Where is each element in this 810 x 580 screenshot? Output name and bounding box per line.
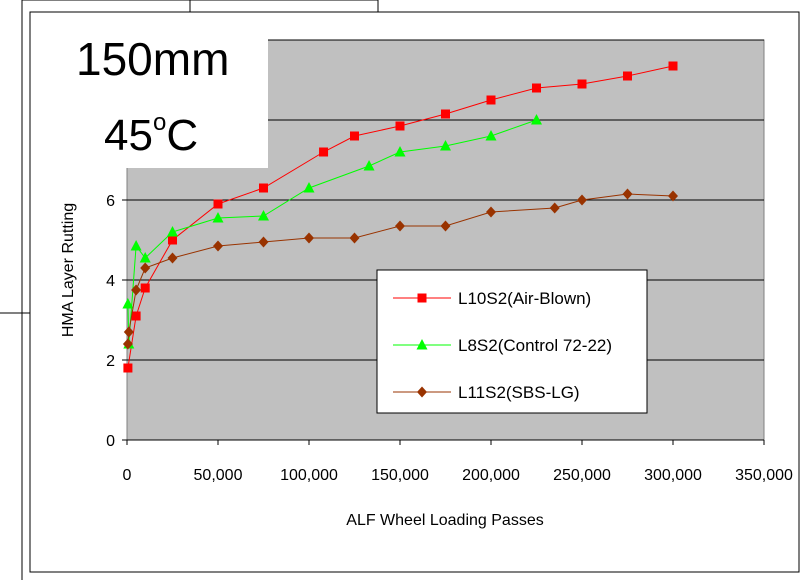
legend-label-2: L11S2(SBS-LG) bbox=[458, 383, 580, 402]
data-point-2-4 bbox=[167, 252, 178, 264]
data-point-0-9 bbox=[441, 109, 450, 119]
legend-entries: L10S2(Air-Blown) L8S2(Control 72-22) L11S2… bbox=[393, 289, 612, 402]
series-0 bbox=[123, 61, 678, 373]
x-tick-label-6: 300,000 bbox=[644, 467, 702, 484]
degree-symbol: o bbox=[152, 109, 167, 137]
legend-label-0: L10S2(Air-Blown) bbox=[458, 289, 591, 308]
data-point-0-12 bbox=[577, 79, 587, 89]
legend-label-1: L8S2(Control 72-22) bbox=[458, 336, 612, 355]
data-point-0-14 bbox=[668, 61, 678, 71]
data-point-0-5 bbox=[259, 183, 268, 193]
x-tick-label-0: 0 bbox=[123, 467, 132, 484]
data-point-0-8 bbox=[395, 121, 405, 131]
legend-marker-2 bbox=[417, 386, 427, 398]
data-point-1-6 bbox=[258, 210, 269, 221]
temperature-value: 45 bbox=[104, 111, 153, 160]
data-point-1-3 bbox=[139, 252, 151, 263]
data-point-0-7 bbox=[350, 131, 359, 141]
temperature-unit: C bbox=[166, 111, 199, 160]
data-point-1-8 bbox=[363, 160, 375, 171]
data-point-2-1 bbox=[123, 326, 134, 338]
data-point-1-9 bbox=[394, 146, 406, 157]
x-tick-label-4: 200,000 bbox=[462, 467, 520, 484]
y-tick-label-3: 6 bbox=[106, 193, 115, 210]
data-point-0-3 bbox=[168, 235, 177, 245]
data-point-1-10 bbox=[440, 140, 451, 151]
data-point-1-7 bbox=[303, 182, 315, 193]
data-point-0-13 bbox=[623, 71, 632, 81]
data-point-1-12 bbox=[531, 114, 542, 125]
series-layer bbox=[122, 61, 678, 373]
data-point-2-0 bbox=[122, 338, 133, 350]
data-point-2-9 bbox=[395, 220, 405, 232]
series-1 bbox=[122, 114, 542, 349]
x-axis-label: ALF Wheel Loading Passes bbox=[346, 512, 543, 529]
data-point-0-6 bbox=[319, 147, 329, 157]
data-point-0-10 bbox=[486, 95, 496, 105]
data-point-2-5 bbox=[213, 240, 223, 252]
data-point-2-15 bbox=[668, 190, 678, 202]
data-point-1-2 bbox=[130, 240, 142, 251]
x-tick-label-2: 100,000 bbox=[280, 467, 338, 484]
data-point-0-2 bbox=[140, 283, 150, 293]
x-tick-label-7: 350,000 bbox=[735, 467, 793, 484]
thickness-label: 150mm bbox=[76, 33, 230, 85]
data-point-0-1 bbox=[131, 311, 141, 321]
y-tick-label-2: 4 bbox=[106, 273, 115, 290]
x-tick-label-5: 250,000 bbox=[553, 467, 611, 484]
data-point-1-11 bbox=[485, 130, 497, 141]
data-point-2-2 bbox=[131, 284, 142, 296]
y-tick-label-1: 2 bbox=[106, 353, 115, 370]
data-point-2-6 bbox=[258, 236, 269, 248]
data-point-2-12 bbox=[549, 202, 560, 214]
data-point-1-4 bbox=[167, 226, 178, 237]
x-axis-ticks: 0 50,000 100,000 150,000 200,000 250,000 300,0… bbox=[123, 439, 793, 484]
series-2 bbox=[122, 188, 678, 350]
data-point-1-0 bbox=[122, 298, 134, 309]
data-point-2-7 bbox=[304, 232, 314, 244]
data-point-0-0 bbox=[123, 363, 133, 373]
data-point-2-11 bbox=[486, 206, 496, 218]
y-axis-label: HMA Layer Rutting bbox=[60, 203, 77, 337]
legend: L10S2(Air-Blown) L8S2(Control 72-22) L11S2… bbox=[376, 269, 648, 414]
data-point-0-11 bbox=[532, 83, 541, 93]
x-tick-label-1: 50,000 bbox=[194, 467, 243, 484]
data-point-2-10 bbox=[440, 220, 451, 232]
temperature-label: 45oC bbox=[104, 111, 199, 160]
data-point-2-14 bbox=[622, 188, 633, 200]
series-line-2 bbox=[127, 193, 674, 345]
y-tick-label-0: 0 bbox=[106, 433, 115, 450]
data-point-2-8 bbox=[349, 232, 360, 244]
legend-marker-1 bbox=[416, 339, 428, 350]
data-point-2-3 bbox=[140, 262, 151, 274]
data-point-0-4 bbox=[213, 199, 223, 209]
legend-marker-0 bbox=[417, 293, 427, 303]
condition-label-box: 150mm 45oC bbox=[40, 28, 268, 168]
data-point-2-13 bbox=[577, 194, 587, 206]
data-point-1-5 bbox=[212, 212, 224, 223]
x-tick-label-3: 150,000 bbox=[371, 467, 429, 484]
